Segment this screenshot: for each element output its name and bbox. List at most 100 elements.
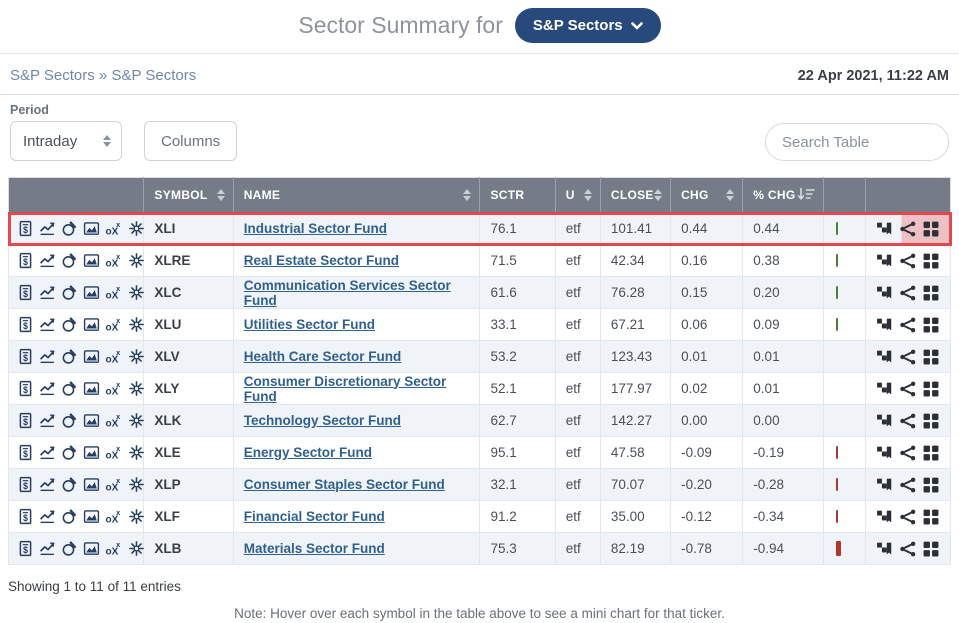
seasonality-icon[interactable] xyxy=(128,540,145,557)
sharpchart-icon[interactable] xyxy=(39,348,56,365)
seasonality-icon[interactable] xyxy=(128,444,145,461)
sharpchart-icon[interactable] xyxy=(39,316,56,333)
name-link[interactable]: Financial Sector Fund xyxy=(243,509,385,524)
sharpchart-icon[interactable] xyxy=(39,476,56,493)
gallery-view-icon[interactable] xyxy=(61,540,78,557)
summary-doc-icon[interactable]: $ xyxy=(17,316,34,333)
summary-doc-icon[interactable]: $ xyxy=(17,284,34,301)
symbol-cell[interactable]: XLI xyxy=(143,212,234,245)
symbol-cell[interactable]: XLY xyxy=(143,372,234,405)
candleglance-icon[interactable] xyxy=(83,508,100,525)
checkerboard-icon[interactable] xyxy=(876,412,894,429)
grid-view-icon[interactable] xyxy=(922,508,940,525)
pnf-chart-icon[interactable]: oX x xyxy=(105,508,123,525)
gallery-view-icon[interactable] xyxy=(61,380,78,397)
header-pct-chg[interactable]: % CHG xyxy=(742,177,824,213)
compare-icon[interactable] xyxy=(899,541,917,557)
candleglance-icon[interactable] xyxy=(83,316,100,333)
compare-icon[interactable] xyxy=(899,381,917,397)
grid-view-icon[interactable] xyxy=(922,476,940,493)
checkerboard-icon[interactable] xyxy=(876,284,894,301)
pnf-chart-icon[interactable]: oX x xyxy=(105,476,123,493)
grid-view-icon[interactable] xyxy=(922,412,940,429)
gallery-view-icon[interactable] xyxy=(61,476,78,493)
sector-group-dropdown-button[interactable]: S&P Sectors xyxy=(514,8,661,43)
symbol-cell[interactable]: XLRE xyxy=(143,244,234,277)
checkerboard-icon[interactable] xyxy=(876,508,894,525)
compare-icon[interactable] xyxy=(899,349,917,365)
seasonality-icon[interactable] xyxy=(128,380,145,397)
breadcrumb[interactable]: S&P Sectors » S&P Sectors xyxy=(10,67,197,84)
checkerboard-icon[interactable] xyxy=(876,444,894,461)
gallery-view-icon[interactable] xyxy=(61,412,78,429)
seasonality-icon[interactable] xyxy=(128,412,145,429)
symbol-cell[interactable]: XLC xyxy=(143,276,234,309)
name-link[interactable]: Technology Sector Fund xyxy=(243,413,401,428)
summary-doc-icon[interactable]: $ xyxy=(17,412,34,429)
compare-icon[interactable] xyxy=(899,413,917,429)
gallery-view-icon[interactable] xyxy=(61,284,78,301)
gallery-view-icon[interactable] xyxy=(61,348,78,365)
checkerboard-icon[interactable] xyxy=(876,540,894,557)
seasonality-icon[interactable] xyxy=(128,284,145,301)
header-symbol[interactable]: SYMBOL xyxy=(143,177,234,213)
summary-doc-icon[interactable]: $ xyxy=(17,508,34,525)
gallery-view-icon[interactable] xyxy=(61,220,78,237)
compare-icon[interactable] xyxy=(899,445,917,461)
grid-view-icon[interactable] xyxy=(922,220,940,237)
header-chg[interactable]: CHG xyxy=(670,177,743,213)
sharpchart-icon[interactable] xyxy=(39,284,56,301)
checkerboard-icon[interactable] xyxy=(876,220,894,237)
seasonality-icon[interactable] xyxy=(128,316,145,333)
header-close[interactable]: CLOSE xyxy=(599,177,671,213)
name-link[interactable]: Real Estate Sector Fund xyxy=(243,253,399,268)
compare-icon[interactable] xyxy=(899,221,917,237)
name-link[interactable]: Industrial Sector Fund xyxy=(243,221,387,236)
name-link[interactable]: Energy Sector Fund xyxy=(243,445,372,460)
pnf-chart-icon[interactable]: oX x xyxy=(105,380,123,397)
name-link[interactable]: Consumer Discretionary Sector Fund xyxy=(243,373,447,404)
pnf-chart-icon[interactable]: oX x xyxy=(105,220,123,237)
header-name[interactable]: NAME xyxy=(232,177,480,213)
sharpchart-icon[interactable] xyxy=(39,380,56,397)
pnf-chart-icon[interactable]: oX x xyxy=(105,412,123,429)
candleglance-icon[interactable] xyxy=(83,412,100,429)
compare-icon[interactable] xyxy=(899,317,917,333)
checkerboard-icon[interactable] xyxy=(876,316,894,333)
candleglance-icon[interactable] xyxy=(83,476,100,493)
candleglance-icon[interactable] xyxy=(83,220,100,237)
symbol-cell[interactable]: XLU xyxy=(143,308,234,341)
sharpchart-icon[interactable] xyxy=(39,508,56,525)
sharpchart-icon[interactable] xyxy=(39,540,56,557)
candleglance-icon[interactable] xyxy=(83,380,100,397)
candleglance-icon[interactable] xyxy=(83,284,100,301)
compare-icon[interactable] xyxy=(899,285,917,301)
gallery-view-icon[interactable] xyxy=(61,508,78,525)
summary-doc-icon[interactable]: $ xyxy=(17,252,34,269)
checkerboard-icon[interactable] xyxy=(876,380,894,397)
symbol-cell[interactable]: XLK xyxy=(143,404,234,437)
compare-icon[interactable] xyxy=(899,253,917,269)
seasonality-icon[interactable] xyxy=(128,348,145,365)
compare-icon[interactable] xyxy=(899,477,917,493)
grid-view-icon[interactable] xyxy=(922,316,940,333)
name-link[interactable]: Materials Sector Fund xyxy=(243,541,385,556)
sharpchart-icon[interactable] xyxy=(39,444,56,461)
summary-doc-icon[interactable]: $ xyxy=(17,444,34,461)
seasonality-icon[interactable] xyxy=(128,220,145,237)
compare-icon[interactable] xyxy=(899,509,917,525)
symbol-cell[interactable]: XLF xyxy=(143,500,234,533)
gallery-view-icon[interactable] xyxy=(61,252,78,269)
candleglance-icon[interactable] xyxy=(83,348,100,365)
grid-view-icon[interactable] xyxy=(922,348,940,365)
candleglance-icon[interactable] xyxy=(83,540,100,557)
symbol-cell[interactable]: XLB xyxy=(143,532,234,565)
summary-doc-icon[interactable]: $ xyxy=(17,476,34,493)
columns-button[interactable]: Columns xyxy=(144,121,238,161)
period-select[interactable]: Intraday xyxy=(10,121,122,161)
grid-view-icon[interactable] xyxy=(922,252,940,269)
grid-view-icon[interactable] xyxy=(922,444,940,461)
name-link[interactable]: Health Care Sector Fund xyxy=(243,349,402,364)
summary-doc-icon[interactable]: $ xyxy=(17,380,34,397)
grid-view-icon[interactable] xyxy=(922,284,940,301)
